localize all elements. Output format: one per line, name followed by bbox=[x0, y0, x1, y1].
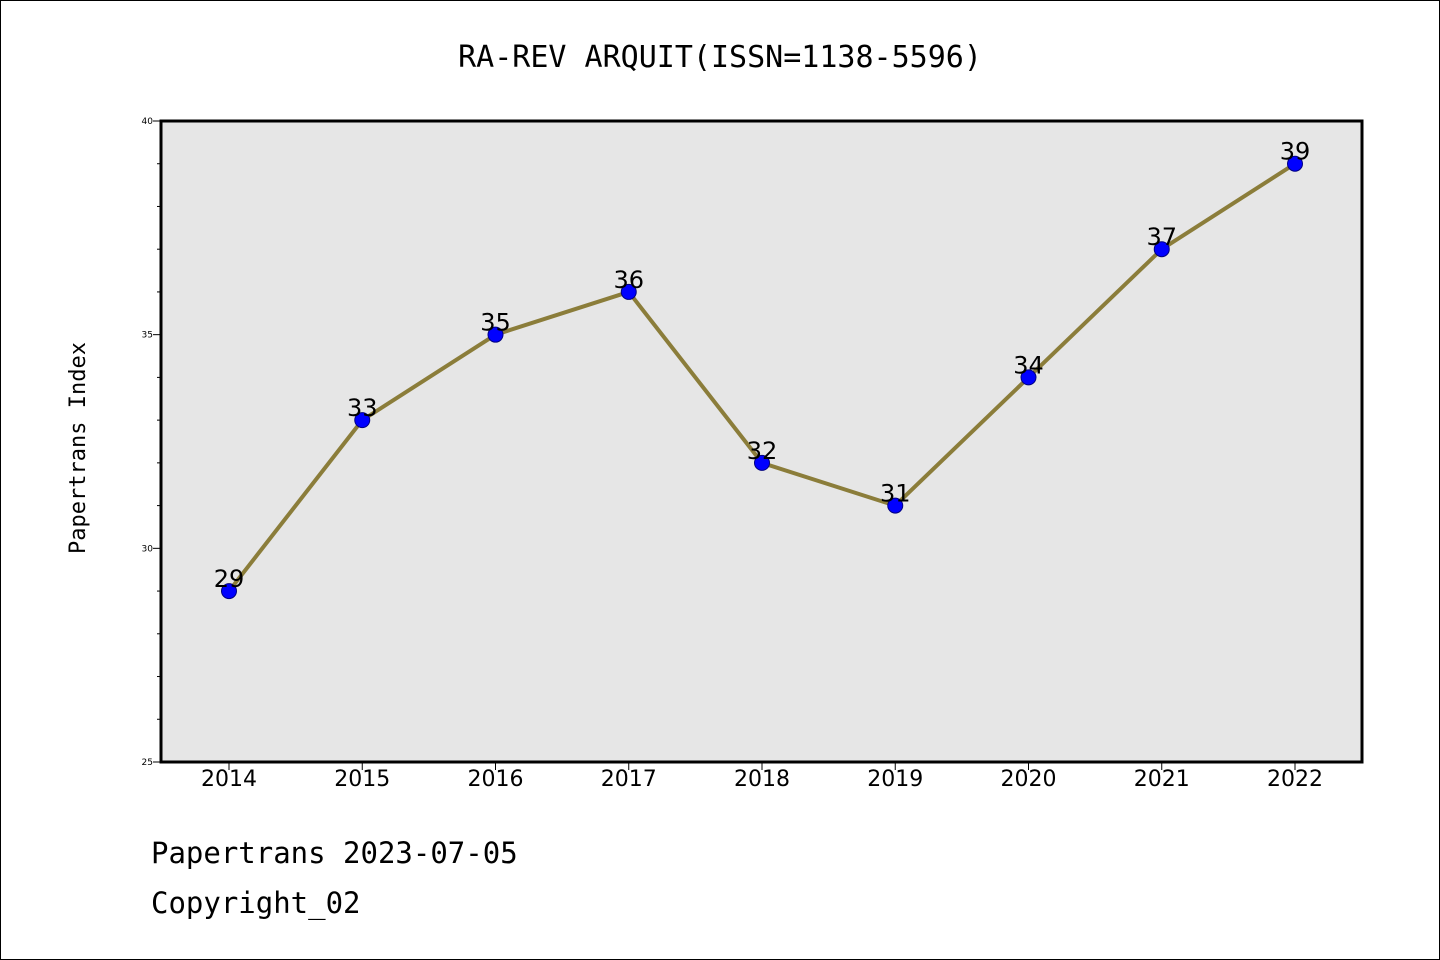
data-label: 33 bbox=[347, 394, 378, 422]
x-tick-label: 2014 bbox=[201, 767, 257, 792]
data-point bbox=[1287, 155, 1303, 172]
footer-copyright-text: Copyright_02 bbox=[151, 886, 361, 920]
data-label: 31 bbox=[880, 480, 911, 508]
plot-border bbox=[159, 119, 1364, 764]
data-label: 29 bbox=[214, 565, 245, 593]
x-tick-label: 2017 bbox=[601, 767, 657, 792]
y-tick-label: 40 bbox=[142, 117, 154, 127]
chart-title: RA-REV ARQUIT(ISSN=1138-5596) bbox=[458, 40, 982, 75]
y-axis-label: Papertrans Index bbox=[66, 342, 91, 554]
footer-date-text: Papertrans 2023-07-05 bbox=[151, 836, 518, 870]
data-point bbox=[221, 583, 237, 600]
data-label: 32 bbox=[747, 437, 778, 465]
data-label: 35 bbox=[480, 309, 511, 337]
data-label: 36 bbox=[613, 266, 644, 294]
data-point bbox=[1153, 241, 1170, 258]
x-tick-label: 2019 bbox=[867, 767, 923, 792]
data-label: 37 bbox=[1146, 223, 1177, 251]
data-point bbox=[1020, 369, 1037, 386]
x-tick-label: 2021 bbox=[1134, 767, 1190, 792]
series-layer bbox=[221, 155, 1303, 600]
x-tick-label: 2016 bbox=[468, 767, 524, 792]
y-tick-label: 35 bbox=[142, 331, 153, 341]
plot-area bbox=[161, 121, 1362, 762]
data-label: 34 bbox=[1013, 351, 1044, 379]
y-tick-label: 30 bbox=[142, 544, 154, 554]
x-tick-label: 2020 bbox=[1001, 767, 1057, 792]
data-point bbox=[754, 454, 770, 471]
data-labels-layer: 29 33 35 36 32 31 34 37 39 bbox=[214, 138, 1311, 593]
x-tick-label: 2015 bbox=[334, 767, 390, 792]
data-point bbox=[354, 412, 371, 429]
axes-layer: 25 30 35 40 2014 2015 2016 2017 2018 2019 2020 2021… bbox=[142, 117, 1323, 792]
data-label: 39 bbox=[1280, 138, 1311, 166]
x-tick-label: 2018 bbox=[734, 767, 790, 792]
y-tick-label: 25 bbox=[142, 758, 153, 768]
x-tick-label: 2022 bbox=[1267, 767, 1323, 792]
data-point bbox=[487, 326, 504, 343]
data-point bbox=[620, 283, 637, 300]
data-point bbox=[887, 497, 904, 514]
